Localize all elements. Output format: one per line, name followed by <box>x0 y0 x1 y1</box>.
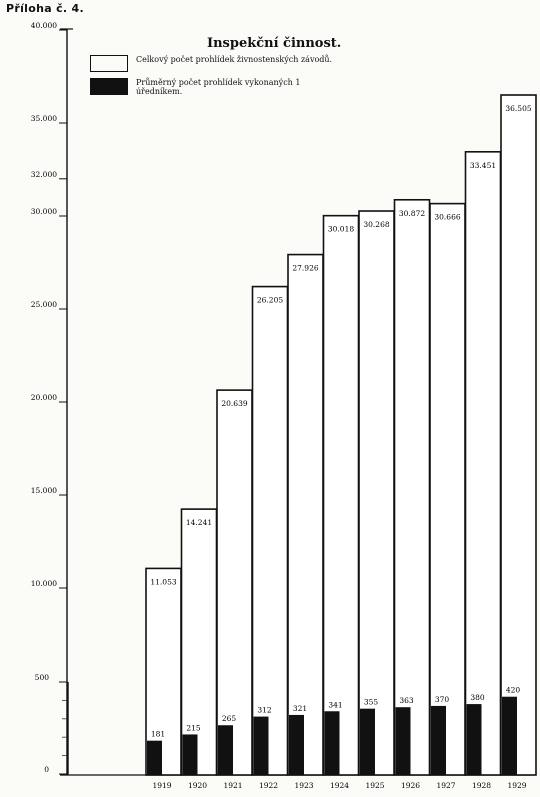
bar-total-label: 33.451 <box>470 161 496 170</box>
bar-average-label: 265 <box>222 714 237 723</box>
x-tick-label: 1919 <box>152 781 171 790</box>
x-tick-label: 1922 <box>259 781 278 790</box>
bar-average-label: 380 <box>470 693 485 702</box>
legend-item-average: Průměrný počet prohlídek vykonaných 1 úř… <box>90 78 346 96</box>
bar-average <box>431 705 446 775</box>
y-tick-label: 15.000 <box>31 486 57 495</box>
bar-total-label: 30.666 <box>434 213 460 222</box>
bar-average-label: 363 <box>399 696 414 705</box>
bar-total-label: 20.639 <box>221 399 247 408</box>
x-tick-label: 1923 <box>294 781 313 790</box>
bar-average <box>182 734 198 775</box>
bar-total <box>464 151 502 776</box>
x-tick-label: 1927 <box>436 781 455 790</box>
bar-average-label: 420 <box>506 686 521 695</box>
bar-average-label: 321 <box>293 704 307 713</box>
bar-total-label: 27.926 <box>292 264 318 273</box>
bar-average-label: 181 <box>151 730 165 739</box>
bar-total <box>429 202 466 776</box>
bar-average <box>289 714 304 775</box>
bar-total-label: 30.018 <box>328 225 354 234</box>
x-tick-label: 1921 <box>223 781 242 790</box>
x-tick-label: 1929 <box>507 781 526 790</box>
bar-total-label: 30.268 <box>363 220 389 229</box>
bar-average-label: 312 <box>257 706 272 715</box>
y-tick-label: 40.000 <box>31 21 57 30</box>
x-tick-label: 1925 <box>365 781 384 790</box>
bar-average <box>253 716 269 775</box>
bar-total <box>180 508 218 776</box>
bar-total <box>287 253 324 776</box>
bar-total <box>393 198 431 776</box>
x-tick-label: 1924 <box>330 781 349 790</box>
y-tick-label: 0 <box>44 765 49 774</box>
bar-total <box>358 210 395 776</box>
bar-average <box>360 708 375 775</box>
bar-average-label: 370 <box>435 695 450 704</box>
legend-swatch-filled <box>90 78 128 95</box>
y-tick-label: 35.000 <box>31 114 57 123</box>
legend-swatch-hollow <box>90 55 128 72</box>
x-tick-label: 1928 <box>472 781 491 790</box>
y-tick-label: 500 <box>35 673 50 682</box>
legend-label-total: Celkový počet prohlídek živnostenských z… <box>136 55 333 64</box>
bar-total-label: 11.053 <box>150 577 176 586</box>
y-tick-label: 30.000 <box>31 207 57 216</box>
bar-total <box>322 214 360 776</box>
bar-total <box>500 94 537 776</box>
bar-total-label: 30.872 <box>399 209 425 218</box>
bar-total-label: 36.505 <box>505 104 531 113</box>
bar-average <box>395 707 411 775</box>
bar-average-label: 355 <box>364 698 379 707</box>
bar-average-label: 215 <box>186 723 201 732</box>
bar-average <box>147 740 162 775</box>
bar-total-label: 14.241 <box>186 518 212 527</box>
legend-label-average: Průměrný počet prohlídek vykonaných 1 úř… <box>136 78 301 96</box>
x-tick-label: 1920 <box>188 781 207 790</box>
bar-average <box>218 725 233 775</box>
legend-item-total: Celkový počet prohlídek živnostenských z… <box>90 55 346 72</box>
bar-average-label: 341 <box>328 700 342 709</box>
y-tick-label: 25.000 <box>31 300 57 309</box>
page-label: Příloha č. 4. <box>6 2 84 15</box>
bar-average <box>502 696 517 775</box>
x-tick-label: 1926 <box>401 781 420 790</box>
y-tick-label: 10.000 <box>31 579 57 588</box>
y-tick-label: 32.000 <box>31 170 57 179</box>
bar-total-label: 26.205 <box>257 296 283 305</box>
y-tick-label: 20.000 <box>31 393 57 402</box>
bar-average <box>466 704 482 775</box>
chart-title: Inspekční činnost. <box>207 36 342 51</box>
bar-total <box>251 285 289 776</box>
bar-average <box>324 711 340 775</box>
